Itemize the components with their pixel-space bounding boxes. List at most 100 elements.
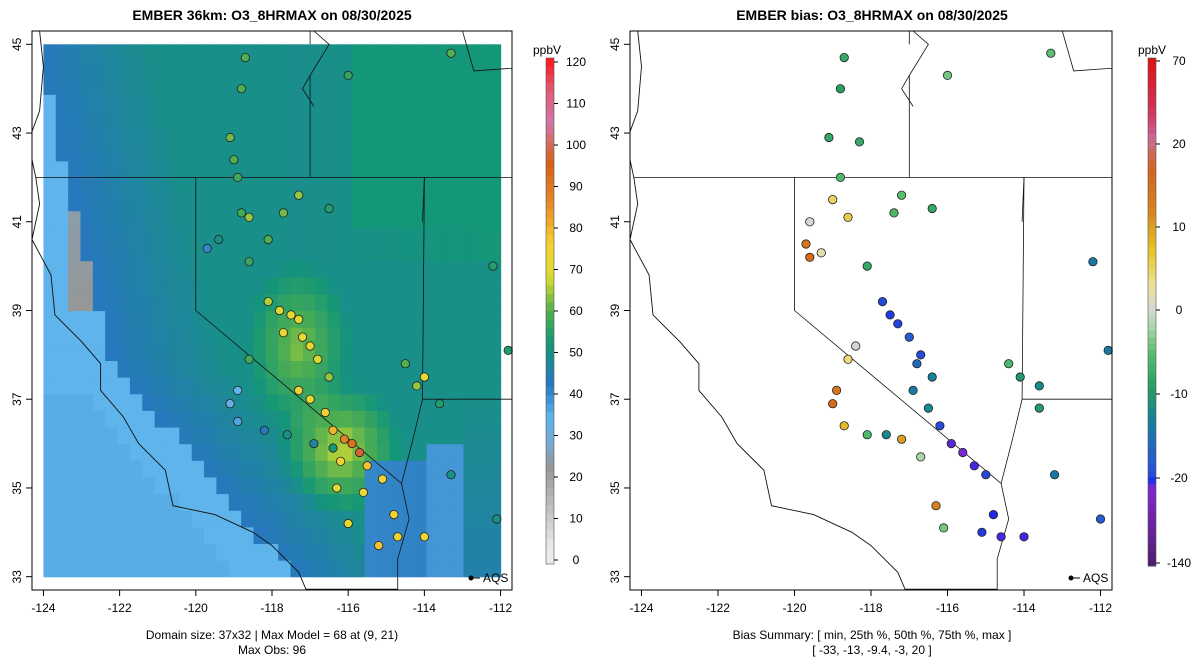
- grid-cell: [475, 343, 489, 362]
- grid-cell: [352, 60, 366, 79]
- grid-cell: [475, 327, 489, 345]
- grid-cell: [179, 377, 193, 395]
- grid-cell: [302, 44, 316, 62]
- grid-cell: [352, 144, 366, 162]
- bias-point: [927, 372, 937, 382]
- observation-point: [225, 132, 235, 143]
- grid-cell: [339, 327, 353, 345]
- bias-point: [988, 509, 999, 520]
- observation-point: [328, 425, 338, 435]
- grid-cell: [475, 260, 489, 278]
- bias-point: [939, 523, 949, 533]
- grid-cell: [105, 77, 119, 95]
- grid-cell: [166, 443, 180, 461]
- state-boundaries: [32, 31, 512, 590]
- grid-cell: [265, 94, 279, 112]
- grid-cell: [451, 493, 465, 511]
- grid-cell: [352, 410, 366, 428]
- grid-cell: [414, 410, 428, 428]
- state-border: [908, 31, 929, 178]
- grid-cell: [451, 194, 465, 212]
- grid-cell: [463, 343, 477, 362]
- grid-cell: [105, 243, 119, 262]
- grid-cell: [204, 476, 218, 495]
- observation-point: [343, 518, 353, 529]
- grid-cell: [179, 227, 193, 245]
- grid-cell: [154, 377, 168, 395]
- grid-cell: [414, 243, 428, 262]
- grid-cell: [463, 227, 477, 245]
- grid-cell: [389, 44, 403, 62]
- grid-cell: [105, 327, 119, 345]
- y-tick-label: 45: [10, 37, 24, 51]
- grid-cell: [216, 327, 230, 345]
- grid-cell: [80, 293, 94, 312]
- ozone-panel: EMBER 36km: O3_8HRMAX on 08/30/2025 -124…: [10, 7, 586, 657]
- grid-cell: [166, 310, 180, 328]
- grid-cell: [92, 144, 106, 162]
- grid-cell: [414, 77, 428, 95]
- grid-cell: [302, 60, 316, 79]
- grid-cell: [488, 227, 502, 245]
- grid-cell: [142, 526, 156, 545]
- grid-cell: [43, 210, 57, 228]
- grid-cell: [228, 327, 242, 345]
- grid-cell: [80, 426, 94, 445]
- grid-cell: [204, 260, 218, 278]
- grid-cell: [438, 476, 452, 495]
- grid-cell: [68, 44, 82, 62]
- bias-point: [843, 212, 853, 222]
- grid-cell: [68, 110, 82, 129]
- grid-cell: [117, 310, 131, 328]
- observation-point: [236, 84, 247, 94]
- coastline: [32, 31, 307, 590]
- grid-cell: [352, 327, 366, 345]
- colorbar-swatch: [1148, 375, 1156, 383]
- grid-cell: [364, 177, 378, 195]
- colorbar-tick-label: 90: [569, 180, 583, 194]
- grid-cell: [191, 210, 205, 228]
- grid-cell: [105, 377, 119, 395]
- grid-cell: [475, 410, 489, 428]
- grid-cell: [105, 260, 119, 278]
- grid-cell: [426, 293, 440, 312]
- colorbar-swatch: [1148, 77, 1156, 84]
- grid-cell: [241, 243, 255, 262]
- grid-cell: [389, 77, 403, 95]
- grid-cell: [426, 260, 440, 278]
- grid-cell: [92, 377, 106, 395]
- colorbar-swatch: [1148, 502, 1156, 510]
- grid-cell: [352, 177, 366, 195]
- grid-cell: [377, 243, 390, 262]
- grid-cell: [327, 526, 341, 545]
- grid-cell: [364, 343, 378, 362]
- grid-cell: [166, 560, 180, 578]
- grid-cell: [401, 194, 415, 212]
- grid-cell: [129, 44, 143, 62]
- colorbar-swatch: [546, 521, 554, 531]
- grid-cell: [414, 460, 428, 478]
- grid-cell: [55, 60, 69, 79]
- grid-cell: [278, 493, 292, 511]
- grid-cell: [463, 194, 477, 212]
- grid-cell: [142, 543, 156, 561]
- grid-cell: [228, 560, 242, 578]
- grid-cell: [204, 426, 218, 445]
- grid-cell: [352, 44, 366, 62]
- grid-cell: [488, 526, 502, 545]
- grid-cell: [265, 260, 279, 278]
- grid-cell: [142, 426, 156, 445]
- grid-cell: [191, 310, 205, 328]
- observation-point: [343, 70, 353, 81]
- state-border: [401, 177, 425, 484]
- grid-cell: [364, 110, 378, 129]
- grid-cell: [488, 560, 502, 578]
- observation-point: [236, 208, 247, 218]
- grid-cell: [315, 127, 329, 145]
- grid-cell: [117, 177, 131, 195]
- grid-cell: [105, 460, 119, 478]
- grid-cell: [216, 277, 230, 295]
- grid-cell: [179, 343, 193, 362]
- grid-cell: [414, 310, 428, 328]
- grid-cell: [68, 343, 82, 362]
